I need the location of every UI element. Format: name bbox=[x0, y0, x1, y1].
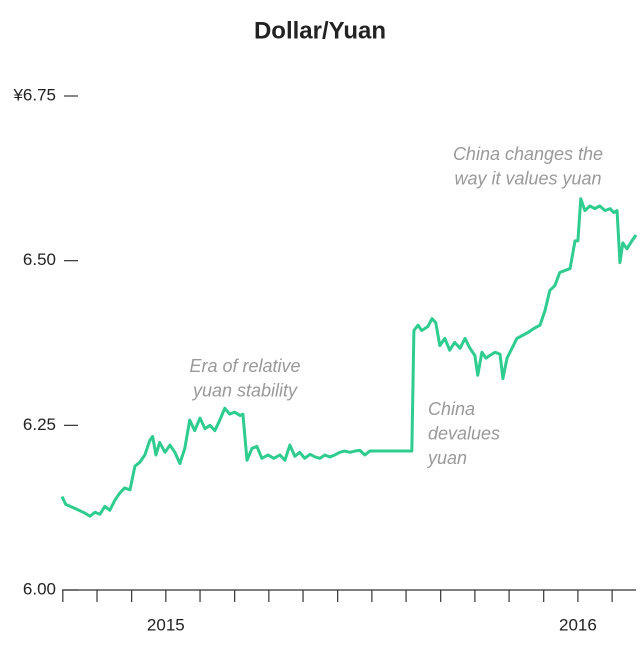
y-tick-label: 6.00 bbox=[23, 579, 56, 598]
y-tick-label: ¥6.75 bbox=[12, 85, 56, 104]
x-tick-label: 2015 bbox=[147, 615, 185, 634]
annotation: China bbox=[428, 399, 475, 419]
x-tick-label: 2016 bbox=[559, 615, 597, 634]
annotation: devalues bbox=[428, 423, 500, 443]
annotation: yuan stability bbox=[191, 380, 298, 400]
annotation: China changes the bbox=[453, 144, 603, 164]
chart-title: Dollar/Yuan bbox=[254, 17, 386, 44]
annotation: way it values yuan bbox=[454, 168, 601, 188]
y-tick-label: 6.25 bbox=[23, 415, 56, 434]
annotation: Era of relative bbox=[189, 356, 300, 376]
line bbox=[60, 197, 638, 518]
annotation: yuan bbox=[426, 448, 467, 468]
y-tick-label: 6.50 bbox=[23, 250, 56, 269]
